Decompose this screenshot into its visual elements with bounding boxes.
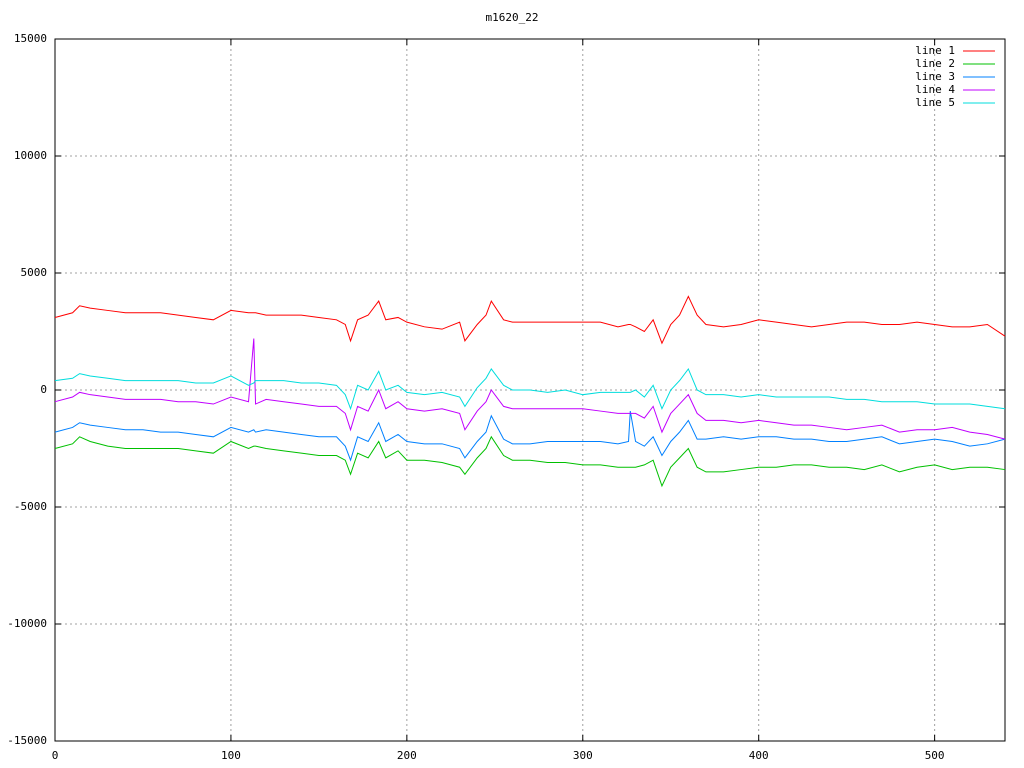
- y-tick-label: 15000: [14, 32, 47, 45]
- chart-title: m1620_22: [486, 11, 539, 24]
- x-tick-label: 500: [925, 749, 945, 762]
- legend-label: line 5: [915, 96, 955, 109]
- x-tick-label: 100: [221, 749, 241, 762]
- x-tick-label: 300: [573, 749, 593, 762]
- y-tick-label: 0: [40, 383, 47, 396]
- x-tick-label: 0: [52, 749, 59, 762]
- y-tick-label: -5000: [14, 500, 47, 513]
- y-tick-label: 5000: [21, 266, 48, 279]
- legend-label: line 1: [915, 44, 955, 57]
- legend-label: line 2: [915, 57, 955, 70]
- legend-label: line 4: [915, 83, 955, 96]
- y-tick-label: 10000: [14, 149, 47, 162]
- series-line: [54, 295, 1006, 345]
- y-tick-label: -15000: [7, 734, 47, 747]
- x-tick-label: 400: [749, 749, 769, 762]
- series-line: [54, 338, 1006, 440]
- plot-border: [54, 38, 1006, 742]
- series-line: [54, 435, 1006, 488]
- series-line: [54, 410, 1006, 462]
- series-line: [54, 367, 1006, 411]
- x-tick-label: 200: [397, 749, 417, 762]
- legend-label: line 3: [915, 70, 955, 83]
- y-tick-label: -10000: [7, 617, 47, 630]
